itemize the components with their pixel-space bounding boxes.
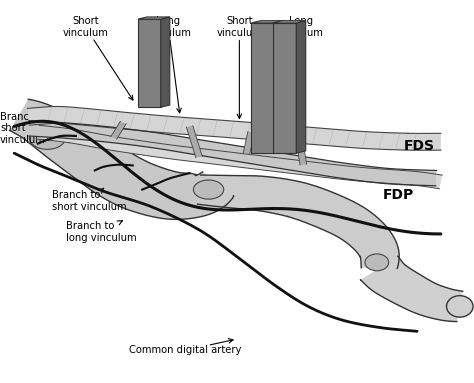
Polygon shape [186, 126, 202, 158]
Polygon shape [161, 17, 170, 107]
Polygon shape [111, 121, 126, 139]
Text: Branch to
short vinculum: Branch to short vinculum [52, 188, 127, 212]
Polygon shape [273, 21, 306, 23]
Polygon shape [37, 125, 442, 189]
Polygon shape [295, 136, 307, 165]
Ellipse shape [29, 126, 65, 149]
Text: Common digital artery: Common digital artery [128, 339, 241, 355]
Text: Branch to
long vinculum: Branch to long vinculum [66, 221, 137, 242]
Ellipse shape [365, 254, 389, 271]
Text: Long
vinculum: Long vinculum [278, 16, 324, 126]
Polygon shape [296, 21, 306, 153]
Polygon shape [361, 256, 463, 322]
Polygon shape [198, 175, 399, 268]
Polygon shape [138, 17, 170, 19]
Circle shape [447, 296, 473, 317]
Text: Branch to
short
vinculum: Branch to short vinculum [0, 112, 49, 145]
Ellipse shape [193, 180, 224, 199]
Polygon shape [138, 19, 161, 107]
Polygon shape [243, 132, 255, 154]
Polygon shape [28, 121, 437, 186]
Text: Short
vinculum: Short vinculum [217, 16, 262, 119]
Polygon shape [9, 99, 234, 219]
Text: FDS: FDS [404, 139, 435, 152]
Polygon shape [275, 21, 284, 153]
Polygon shape [273, 23, 296, 153]
Polygon shape [251, 21, 284, 23]
Polygon shape [27, 106, 441, 150]
Text: Short
vinculum: Short vinculum [63, 16, 133, 100]
Text: Long
vinculum: Long vinculum [146, 16, 191, 113]
Text: FDP: FDP [383, 188, 414, 202]
Polygon shape [251, 23, 275, 153]
